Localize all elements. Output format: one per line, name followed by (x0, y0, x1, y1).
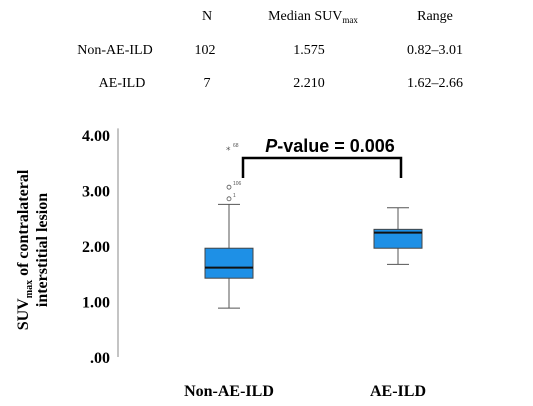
box (373, 228, 423, 249)
y-axis-label: SUVmax of contralateral (15, 169, 35, 330)
outlier-point: * (226, 146, 231, 156)
row-n: 102 (194, 43, 216, 58)
header-n: N (201, 9, 213, 24)
header-median: Median SUVmax (268, 9, 358, 25)
outlier-label: 1 (233, 193, 236, 199)
outlier-point (226, 184, 232, 190)
row-range: 1.62–2.66 (407, 76, 463, 91)
row-group: Non-AE-ILD (77, 43, 153, 58)
y-tick-label: 3.00 (82, 184, 110, 201)
x-tick-label: AE-ILD (370, 383, 426, 400)
outlier-label: 106 (233, 181, 242, 187)
y-tick-label: 2.00 (82, 239, 110, 256)
row-n: 7 (203, 76, 211, 91)
y-tick-label: 4.00 (82, 128, 110, 145)
x-tick-label: Non-AE-ILD (184, 383, 274, 400)
outlier-point (226, 196, 232, 202)
box (204, 247, 254, 279)
y-tick-label: .00 (90, 350, 110, 367)
y-tick-label: 1.00 (82, 295, 110, 312)
row-median: 2.210 (293, 76, 325, 91)
significance-bracket (241, 156, 403, 178)
y-axis-label-line2: interstitial lesion (34, 193, 51, 307)
outlier-label: 68 (233, 143, 239, 149)
row-range: 0.82–3.01 (407, 43, 463, 58)
row-median: 1.575 (293, 43, 325, 58)
row-group: AE-ILD (98, 76, 146, 91)
summary-table: N Median SUVmax Range Non-AE-ILD 102 1.5… (0, 0, 533, 100)
header-range: Range (417, 9, 453, 24)
p-value-annotation: P-value = 0.006 (265, 136, 395, 156)
